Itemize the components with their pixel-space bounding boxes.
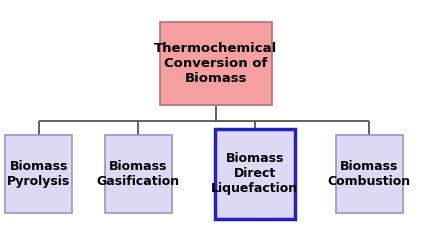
FancyBboxPatch shape: [160, 22, 272, 105]
Text: Thermochemical
Conversion of
Biomass: Thermochemical Conversion of Biomass: [154, 42, 278, 85]
FancyBboxPatch shape: [336, 135, 403, 213]
FancyBboxPatch shape: [5, 135, 72, 213]
Text: Biomass
Gasification: Biomass Gasification: [97, 160, 180, 188]
Text: Biomass
Pyrolysis: Biomass Pyrolysis: [7, 160, 70, 188]
FancyBboxPatch shape: [105, 135, 172, 213]
Text: Biomass
Direct
Liquefaction: Biomass Direct Liquefaction: [211, 153, 299, 195]
FancyBboxPatch shape: [215, 129, 295, 219]
Text: Biomass
Combustion: Biomass Combustion: [328, 160, 411, 188]
